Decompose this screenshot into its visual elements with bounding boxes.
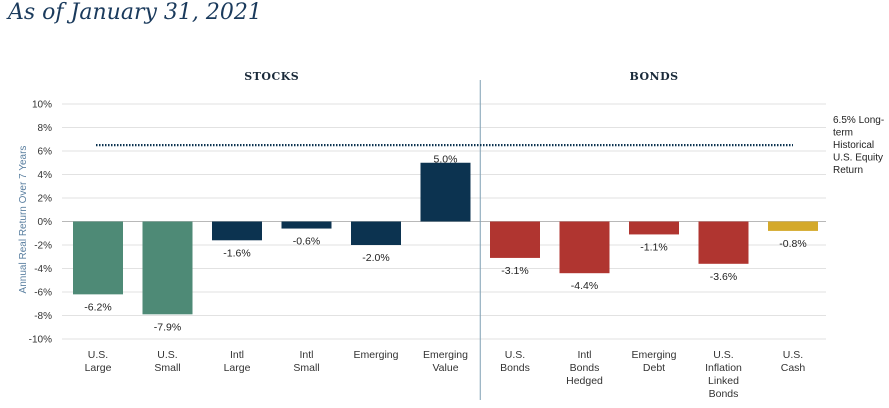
data-labels: -6.2% -7.9% -1.6% -0.6% -2.0% 5.0% -3.1% -4.4% -… bbox=[84, 153, 806, 333]
bar bbox=[768, 221, 818, 231]
y-tick-label: 2% bbox=[38, 194, 53, 205]
category-label: U.S. Small bbox=[154, 349, 180, 374]
page-title: As of January 31, 2021 bbox=[8, 0, 262, 25]
bar bbox=[698, 221, 749, 264]
y-tick-label: 4% bbox=[38, 170, 53, 181]
group-header: BONDS bbox=[629, 70, 678, 83]
y-tick-label: -8% bbox=[34, 311, 52, 322]
data-label: -0.8% bbox=[779, 238, 806, 250]
bar bbox=[212, 221, 262, 241]
data-label: 5.0% bbox=[434, 153, 458, 165]
y-tick-label: -4% bbox=[34, 264, 52, 275]
category-label: Emerging bbox=[354, 349, 399, 361]
bars bbox=[73, 162, 818, 315]
category-label: Intl Large bbox=[224, 349, 251, 374]
bar bbox=[351, 221, 401, 245]
category-label: Emerging Debt bbox=[632, 349, 677, 374]
bar bbox=[420, 162, 471, 222]
reference-line-group: 6.5% Long-term Historical U.S. Equity Retur… bbox=[96, 115, 884, 176]
data-label: -4.4% bbox=[571, 280, 598, 292]
category-label: Intl Bonds Hedged bbox=[566, 349, 603, 387]
bar bbox=[559, 221, 610, 274]
data-label: -3.6% bbox=[710, 271, 737, 283]
y-axis-ticks: 10% 8% 6% 4% 2% 0% -2% -4% -6% -8% -10% bbox=[29, 100, 52, 346]
y-tick-label: 0% bbox=[38, 217, 53, 228]
data-label: -2.0% bbox=[362, 252, 389, 264]
group-headers: STOCKS BONDS bbox=[244, 70, 678, 400]
data-label: -1.6% bbox=[223, 247, 250, 259]
category-label: U.S. Cash bbox=[781, 349, 806, 374]
data-label: -6.2% bbox=[84, 301, 111, 313]
category-labels: U.S. Large U.S. Small Intl Large Intl Small Emer… bbox=[85, 349, 806, 400]
bar bbox=[142, 221, 193, 315]
y-tick-label: 6% bbox=[38, 147, 53, 158]
bar bbox=[629, 221, 679, 235]
bar bbox=[73, 221, 123, 295]
bar bbox=[281, 221, 332, 229]
category-label: U.S. Large bbox=[85, 349, 112, 374]
group-header: STOCKS bbox=[244, 70, 299, 83]
data-label: -0.6% bbox=[293, 236, 320, 248]
bar bbox=[490, 221, 540, 258]
y-tick-label: -2% bbox=[34, 241, 52, 252]
y-tick-label: -6% bbox=[34, 288, 52, 299]
data-label: -7.9% bbox=[154, 321, 181, 333]
y-tick-label: -10% bbox=[29, 335, 52, 346]
y-axis-label: Annual Real Return Over 7 Years bbox=[18, 146, 29, 294]
category-label: U.S. Inflation Linked Bonds bbox=[705, 349, 742, 400]
category-label: Emerging Value bbox=[423, 349, 468, 374]
data-label: -3.1% bbox=[501, 265, 528, 277]
y-tick-label: 10% bbox=[32, 100, 52, 111]
reference-line-label: 6.5% Long-term Historical U.S. Equity Retur… bbox=[833, 115, 884, 176]
y-tick-label: 8% bbox=[38, 123, 53, 134]
data-label: -1.1% bbox=[640, 241, 667, 253]
category-label: Intl Small bbox=[293, 349, 319, 374]
category-label: U.S. Bonds bbox=[500, 349, 530, 374]
